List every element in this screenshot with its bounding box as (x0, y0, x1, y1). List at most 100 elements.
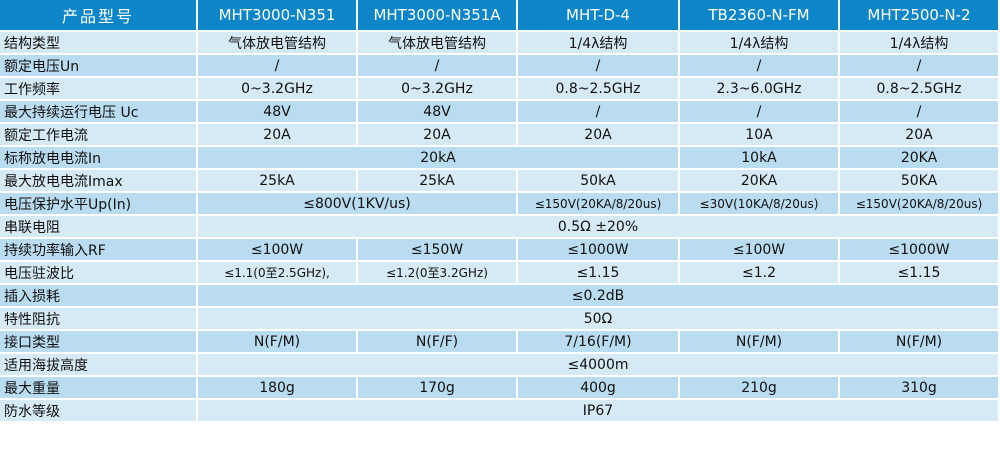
table-cell: / (518, 55, 680, 78)
table-row: 持续功率输入RF ≤100W ≤150W ≤1000W ≤100W ≤1000W (0, 239, 1000, 262)
header-model: MHT-D-4 (518, 0, 680, 32)
table-cell: 0~3.2GHz (358, 78, 518, 101)
table-cell: 20A (358, 124, 518, 147)
table-cell: ≤100W (198, 239, 358, 262)
header-label: 产品型号 (0, 0, 198, 32)
table-cell: ≤1.2 (680, 262, 840, 285)
table-row: 电压驻波比 ≤1.1(0至2.5GHz), ≤1.2(0至3.2GHz) ≤1.… (0, 262, 1000, 285)
table-row: 标称放电电流In 20kA 10kA 20KA (0, 147, 1000, 170)
table-row: 接口类型 N(F/M) N(F/F) 7/16(F/M) N(F/M) N(F/… (0, 331, 1000, 354)
table-cell: ≤150W (358, 239, 518, 262)
table-cell: 310g (840, 377, 1000, 400)
table-cell: / (680, 55, 840, 78)
table-cell: 25kA (358, 170, 518, 193)
table-row: 电压保护水平Up(In) ≤800V(1KV/us) ≤150V(20KA/8/… (0, 193, 1000, 216)
table-row: 插入损耗 ≤0.2dB (0, 285, 1000, 308)
row-label: 插入损耗 (0, 285, 198, 308)
table-cell: 1/4λ结构 (680, 32, 840, 55)
merged-cell: ≤0.2dB (198, 285, 1000, 308)
table-cell: 10A (680, 124, 840, 147)
table-cell: 50kA (518, 170, 680, 193)
table-cell: 1/4λ结构 (840, 32, 1000, 55)
table-cell: 气体放电管结构 (358, 32, 518, 55)
table-row: 适用海拔高度 ≤4000m (0, 354, 1000, 377)
table-cell: / (840, 55, 1000, 78)
header-row: 产品型号 MHT3000-N351 MHT3000-N351A MHT-D-4 … (0, 0, 1000, 32)
table-cell: ≤30V(10KA/8/20us) (680, 193, 840, 216)
table-cell: 20A (840, 124, 1000, 147)
table-cell: 48V (198, 101, 358, 124)
table-cell: 20KA (680, 170, 840, 193)
header-model: MHT3000-N351 (198, 0, 358, 32)
row-label: 适用海拔高度 (0, 354, 198, 377)
merged-cell: 0.5Ω ±20% (198, 216, 1000, 239)
row-label: 电压保护水平Up(In) (0, 193, 198, 216)
merged-cell: ≤800V(1KV/us) (198, 193, 518, 216)
table-cell: ≤150V(20KA/8/20us) (840, 193, 1000, 216)
row-label: 最大持续运行电压 Uc (0, 101, 198, 124)
table-cell: 7/16(F/M) (518, 331, 680, 354)
row-label: 最大放电电流Imax (0, 170, 198, 193)
table-cell: 气体放电管结构 (198, 32, 358, 55)
row-label: 持续功率输入RF (0, 239, 198, 262)
row-label: 标称放电电流In (0, 147, 198, 170)
table-cell: 170g (358, 377, 518, 400)
table-cell: ≤150V(20KA/8/20us) (518, 193, 680, 216)
table-cell: ≤1000W (518, 239, 680, 262)
row-label: 额定电压Un (0, 55, 198, 78)
table-cell: ≤1.2(0至3.2GHz) (358, 262, 518, 285)
table-cell: / (358, 55, 518, 78)
header-model: MHT3000-N351A (358, 0, 518, 32)
table-row: 最大重量 180g 170g 400g 210g 310g (0, 377, 1000, 400)
table-row: 最大放电电流Imax 25kA 25kA 50kA 20KA 50KA (0, 170, 1000, 193)
table-cell: / (680, 101, 840, 124)
row-label: 工作频率 (0, 78, 198, 101)
table-cell: / (198, 55, 358, 78)
table-row: 工作频率 0~3.2GHz 0~3.2GHz 0.8~2.5GHz 2.3~6.… (0, 78, 1000, 101)
merged-cell: ≤4000m (198, 354, 1000, 377)
table-cell: 48V (358, 101, 518, 124)
table-row: 特性阻抗 50Ω (0, 308, 1000, 331)
table-cell: N(F/M) (840, 331, 1000, 354)
table-cell: ≤1.1(0至2.5GHz), (198, 262, 358, 285)
table-cell: 50KA (840, 170, 1000, 193)
row-label: 串联电阻 (0, 216, 198, 239)
table-cell: 2.3~6.0GHz (680, 78, 840, 101)
table-row: 防水等级 IP67 (0, 400, 1000, 423)
row-label: 结构类型 (0, 32, 198, 55)
merged-cell: IP67 (198, 400, 1000, 423)
table-cell: N(F/M) (680, 331, 840, 354)
table-cell: 25kA (198, 170, 358, 193)
table-row: 额定工作电流 20A 20A 20A 10A 20A (0, 124, 1000, 147)
table-cell: ≤1000W (840, 239, 1000, 262)
table-row: 串联电阻 0.5Ω ±20% (0, 216, 1000, 239)
table-cell: N(F/F) (358, 331, 518, 354)
spec-table: 产品型号 MHT3000-N351 MHT3000-N351A MHT-D-4 … (0, 0, 1000, 423)
table-cell: N(F/M) (198, 331, 358, 354)
table-cell: / (840, 101, 1000, 124)
merged-cell: 20kA (198, 147, 680, 170)
table-cell: 10kA (680, 147, 840, 170)
table-cell: 210g (680, 377, 840, 400)
row-label: 电压驻波比 (0, 262, 198, 285)
merged-cell: 50Ω (198, 308, 1000, 331)
table-row: 额定电压Un / / / / / (0, 55, 1000, 78)
row-label: 额定工作电流 (0, 124, 198, 147)
header-model: MHT2500-N-2 (840, 0, 1000, 32)
table-cell: ≤100W (680, 239, 840, 262)
table-cell: 20A (518, 124, 680, 147)
table-cell: ≤1.15 (840, 262, 1000, 285)
header-model: TB2360-N-FM (680, 0, 840, 32)
table-row: 结构类型 气体放电管结构 气体放电管结构 1/4λ结构 1/4λ结构 1/4λ结… (0, 32, 1000, 55)
table-row: 最大持续运行电压 Uc 48V 48V / / / (0, 101, 1000, 124)
table-cell: 20KA (840, 147, 1000, 170)
table-cell: / (518, 101, 680, 124)
table-cell: 400g (518, 377, 680, 400)
table-cell: 20A (198, 124, 358, 147)
row-label: 防水等级 (0, 400, 198, 423)
table-cell: 180g (198, 377, 358, 400)
table-cell: 0~3.2GHz (198, 78, 358, 101)
row-label: 特性阻抗 (0, 308, 198, 331)
row-label: 最大重量 (0, 377, 198, 400)
table-cell: ≤1.15 (518, 262, 680, 285)
